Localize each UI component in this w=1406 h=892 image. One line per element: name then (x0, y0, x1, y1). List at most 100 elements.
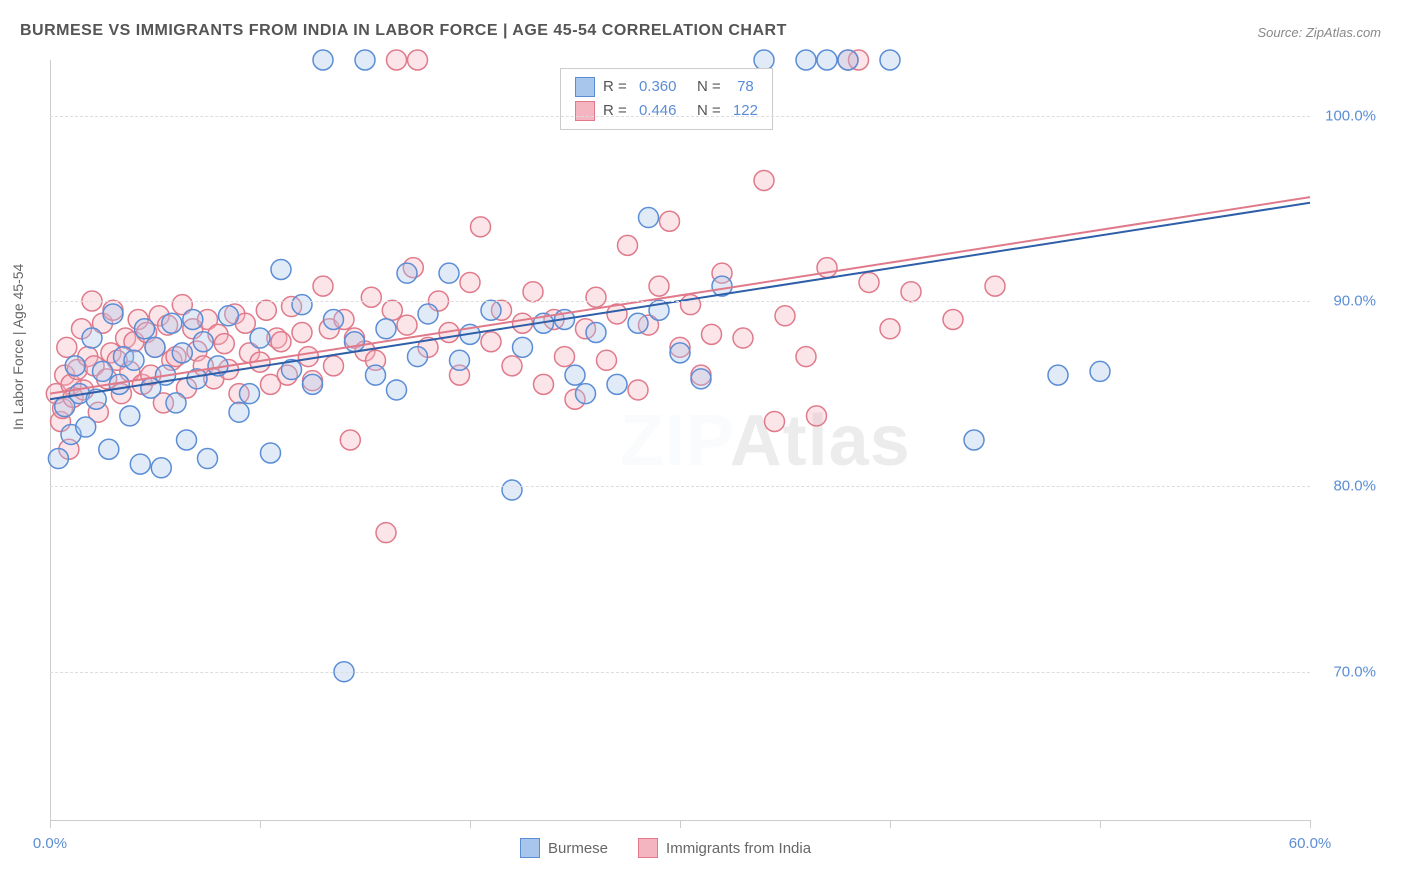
scatter-point (120, 406, 140, 426)
scatter-point (502, 356, 522, 376)
scatter-svg (50, 60, 1310, 820)
scatter-point (324, 356, 344, 376)
legend-series-item: Burmese (520, 838, 608, 858)
legend-r-value: 0.360 (639, 75, 677, 99)
scatter-point (807, 406, 827, 426)
scatter-point (130, 454, 150, 474)
scatter-point (408, 347, 428, 367)
scatter-point (151, 458, 171, 478)
scatter-point (340, 430, 360, 450)
legend-series-item: Immigrants from India (638, 838, 811, 858)
legend-series-label: Burmese (548, 840, 608, 857)
scatter-point (481, 300, 501, 320)
scatter-point (240, 384, 260, 404)
scatter-point (691, 369, 711, 389)
scatter-point (628, 313, 648, 333)
scatter-point (607, 374, 627, 394)
scatter-point (250, 328, 270, 348)
scatter-point (124, 350, 144, 370)
scatter-point (649, 276, 669, 296)
scatter-point (586, 287, 606, 307)
scatter-point (219, 306, 239, 326)
scatter-point (261, 443, 281, 463)
scatter-point (193, 332, 213, 352)
scatter-point (271, 332, 291, 352)
x-tick (470, 820, 471, 828)
scatter-point (397, 315, 417, 335)
scatter-point (450, 350, 470, 370)
legend-r-label: R = (603, 99, 631, 123)
scatter-point (660, 211, 680, 231)
legend-swatch (638, 838, 658, 858)
scatter-point (985, 276, 1005, 296)
gridline-h (50, 672, 1310, 673)
scatter-point (513, 313, 533, 333)
scatter-point (345, 332, 365, 352)
scatter-point (361, 287, 381, 307)
scatter-point (586, 322, 606, 342)
scatter-point (271, 259, 291, 279)
x-tick (680, 820, 681, 828)
scatter-point (162, 313, 182, 333)
scatter-point (198, 449, 218, 469)
scatter-point (817, 50, 837, 70)
scatter-point (256, 300, 276, 320)
series-legend: Burmese Immigrants from India (520, 838, 811, 858)
scatter-point (439, 263, 459, 283)
scatter-point (82, 328, 102, 348)
scatter-point (513, 337, 533, 357)
scatter-point (754, 50, 774, 70)
scatter-point (576, 384, 596, 404)
scatter-point (555, 347, 575, 367)
x-tick (50, 820, 51, 828)
scatter-point (57, 337, 77, 357)
y-axis-label: In Labor Force | Age 45-54 (10, 264, 26, 430)
scatter-point (481, 332, 501, 352)
legend-correlation-row: R = 0.446 N = 122 (575, 99, 758, 123)
scatter-point (775, 306, 795, 326)
scatter-point (135, 319, 155, 339)
scatter-point (502, 480, 522, 500)
scatter-point (880, 50, 900, 70)
x-tick (260, 820, 261, 828)
legend-correlation-row: R = 0.360 N = 78 (575, 75, 758, 99)
scatter-point (796, 50, 816, 70)
y-tick-label: 70.0% (1333, 663, 1376, 680)
legend-swatch (575, 77, 595, 97)
scatter-point (382, 300, 402, 320)
scatter-point (597, 350, 617, 370)
scatter-point (376, 319, 396, 339)
source-attribution: Source: ZipAtlas.com (1257, 25, 1381, 40)
gridline-h (50, 301, 1310, 302)
scatter-point (355, 50, 375, 70)
scatter-point (387, 50, 407, 70)
scatter-point (901, 282, 921, 302)
scatter-point (145, 337, 165, 357)
scatter-point (817, 258, 837, 278)
scatter-point (48, 449, 68, 469)
correlation-legend: R = 0.360 N = 78R = 0.446 N = 122 (560, 68, 773, 130)
x-tick (1100, 820, 1101, 828)
chart-container: BURMESE VS IMMIGRANTS FROM INDIA IN LABO… (0, 0, 1406, 892)
scatter-point (460, 272, 480, 292)
scatter-point (177, 430, 197, 450)
scatter-point (298, 347, 318, 367)
scatter-point (408, 50, 428, 70)
scatter-point (229, 402, 249, 422)
scatter-point (292, 295, 312, 315)
scatter-point (639, 208, 659, 228)
gridline-h (50, 486, 1310, 487)
scatter-point (292, 322, 312, 342)
y-tick-label: 100.0% (1325, 107, 1376, 124)
scatter-point (76, 417, 96, 437)
y-tick-label: 80.0% (1333, 478, 1376, 495)
scatter-point (754, 170, 774, 190)
scatter-point (838, 50, 858, 70)
scatter-point (880, 319, 900, 339)
scatter-point (1048, 365, 1068, 385)
scatter-point (324, 310, 344, 330)
scatter-point (943, 310, 963, 330)
scatter-point (214, 334, 234, 354)
scatter-point (964, 430, 984, 450)
scatter-point (65, 356, 85, 376)
